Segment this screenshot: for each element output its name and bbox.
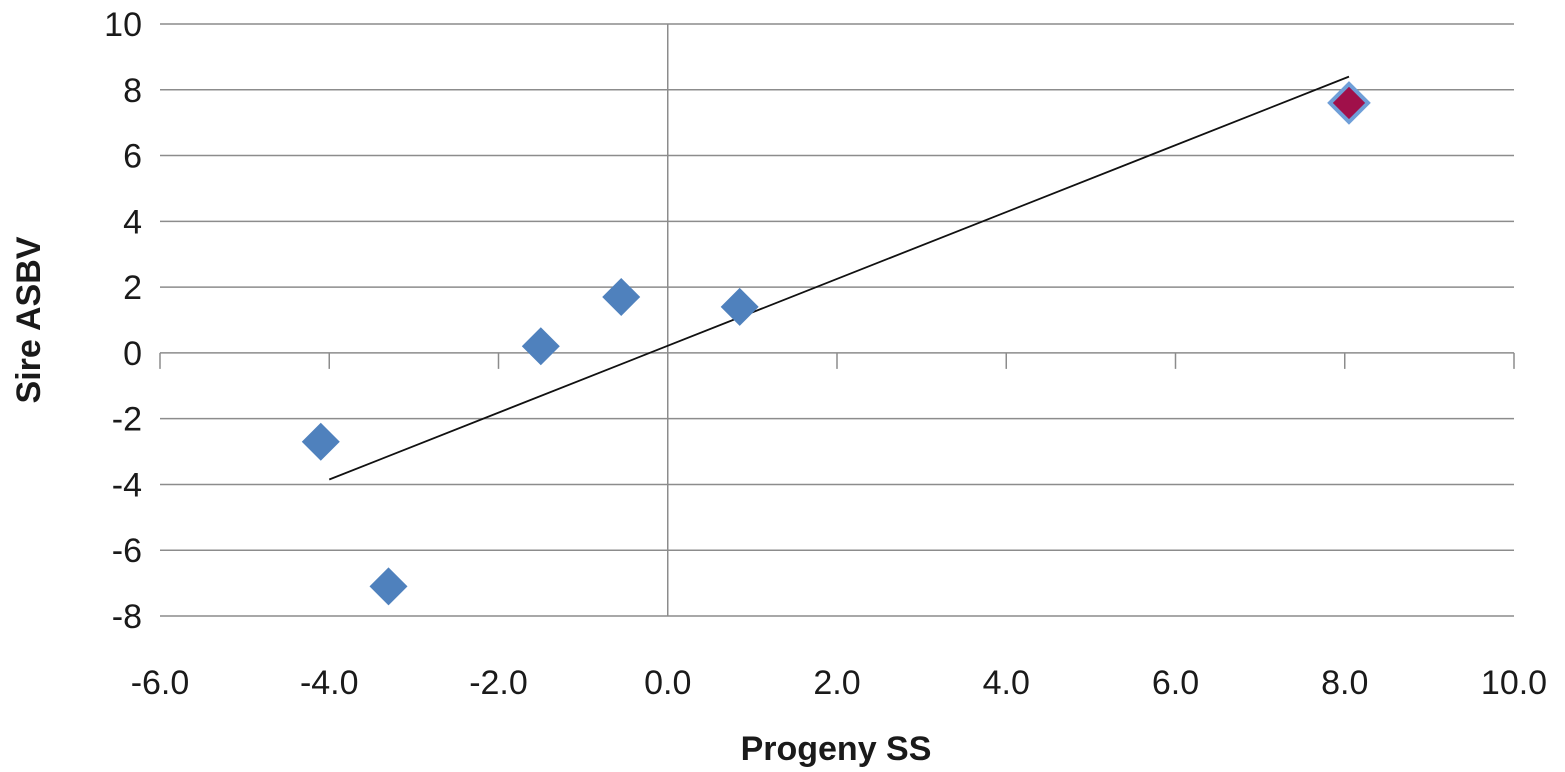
data-points: [301, 81, 1371, 606]
x-tick-label: 8.0: [1321, 664, 1368, 702]
y-tick-label: 8: [123, 72, 142, 110]
data-point: [720, 287, 759, 326]
y-axis-label: Sire ASBV: [10, 236, 48, 403]
x-tick-label: 4.0: [983, 664, 1030, 702]
x-tick-label: -4.0: [300, 664, 359, 702]
tick-labels: 10 8 6 4 2 0 -2 -4 -6 -8 -6.0 -4.0 -2.0 0.0 2.0 4.0 6.0 8…: [104, 6, 1547, 702]
x-tick-label: -2.0: [469, 664, 528, 702]
trendline-layer: [328, 75, 1350, 481]
y-tick-label: -2: [112, 401, 142, 439]
x-tick-label: 2.0: [813, 664, 860, 702]
y-tick-label: 10: [104, 6, 142, 44]
y-tick-label: 4: [123, 203, 142, 241]
data-point: [301, 422, 340, 461]
y-tick-label: -8: [112, 598, 142, 636]
highlight-point: [1327, 81, 1371, 125]
x-tick-label: 6.0: [1152, 664, 1199, 702]
y-tick-label: 6: [123, 138, 142, 176]
data-point: [369, 567, 408, 606]
y-tick-label: 2: [123, 269, 142, 307]
x-axis-label: Progeny SS: [741, 730, 932, 768]
y-tick-label: -4: [112, 466, 142, 504]
x-tick-label: 10.0: [1481, 664, 1547, 702]
x-tick-label: 0.0: [644, 664, 691, 702]
data-point: [521, 327, 560, 366]
axes: [159, 24, 1515, 616]
x-tick-label: -6.0: [131, 664, 190, 702]
y-tick-label: -6: [112, 532, 142, 570]
y-tick-label: 0: [123, 335, 142, 373]
gridlines: [160, 23, 1514, 617]
data-point: [602, 277, 641, 316]
trendline: [328, 75, 1350, 481]
